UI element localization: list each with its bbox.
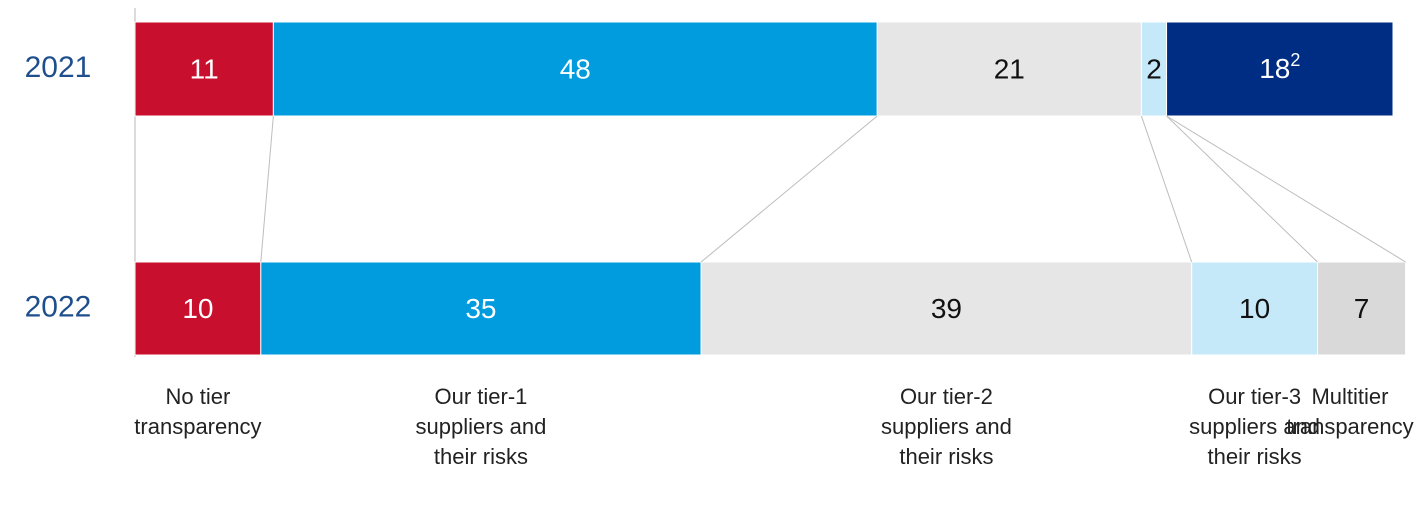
y-tick-label: 2021: [25, 51, 92, 84]
value-label: 48: [560, 53, 591, 84]
bar-segment: [272, 21, 878, 117]
value-label: 2: [1146, 53, 1162, 84]
value-label: 39: [931, 293, 962, 324]
footnote-marker: 2: [1290, 50, 1300, 70]
connector-line: [1166, 115, 1406, 263]
value-label: 35: [465, 293, 496, 324]
legend-label: Our tier-3 suppliers and their risks: [1189, 384, 1321, 469]
bar-segment: [134, 261, 262, 356]
value-label: 11: [190, 53, 219, 84]
bar-segment: [1317, 261, 1407, 356]
bar-segment: [1140, 21, 1168, 117]
bar-segment: [1166, 21, 1394, 117]
connector-line: [700, 115, 878, 263]
legend-label: No tier transparency: [134, 384, 262, 439]
value-label: 182: [1259, 50, 1300, 85]
legend-label: Multitier transparency: [1286, 384, 1414, 439]
y-tick-label: 2022: [25, 290, 92, 323]
bar-segment: [260, 261, 702, 356]
value-label: 10: [1239, 293, 1270, 324]
bar-segment: [700, 261, 1193, 356]
legend-label: Our tier-1 suppliers and their risks: [415, 384, 547, 469]
value-label: 7: [1354, 293, 1370, 324]
connector-line: [260, 115, 274, 263]
connector-line: [1166, 115, 1318, 263]
legend-label: Our tier-2 suppliers and their risks: [880, 384, 1012, 469]
bar-segment: [876, 21, 1142, 117]
bar-segment: [134, 21, 274, 117]
value-label: 10: [182, 293, 213, 324]
value-label: 21: [994, 53, 1025, 84]
connector-line: [1140, 115, 1193, 263]
